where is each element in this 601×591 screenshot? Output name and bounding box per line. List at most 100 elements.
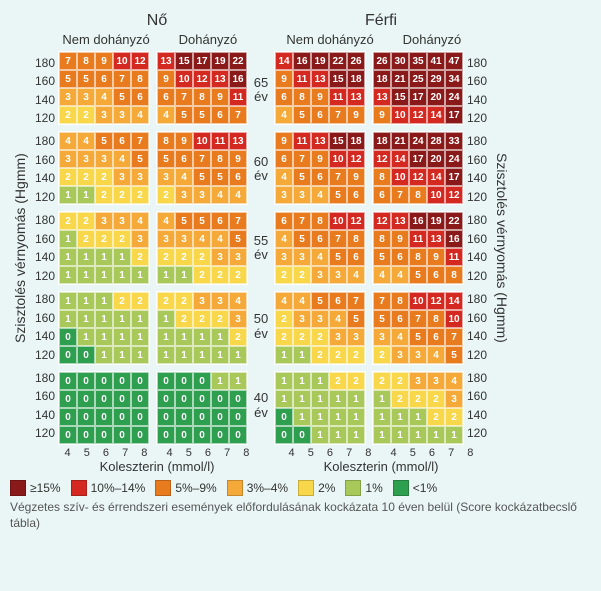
risk-cell: 12 (409, 106, 427, 124)
risk-cell: 6 (113, 132, 131, 150)
risk-cell: 4 (391, 266, 409, 284)
risk-cell: 1 (113, 310, 131, 328)
risk-cell: 2 (409, 390, 427, 408)
risk-cell: 0 (157, 390, 175, 408)
risk-cell: 1 (293, 346, 311, 364)
risk-cell: 14 (427, 106, 445, 124)
y-tick: 120 (33, 190, 55, 204)
risk-cell: 2 (275, 266, 293, 284)
risk-cell: 10 (427, 186, 445, 204)
x-tick: 4 (167, 447, 173, 459)
risk-cell: 5 (113, 88, 131, 106)
risk-cell: 1 (157, 328, 175, 346)
y-tick: 180 (467, 292, 489, 306)
risk-cell: 4 (95, 88, 113, 106)
risk-cell: 10 (193, 132, 211, 150)
risk-cell: 1 (229, 346, 247, 364)
risk-cell: 8 (311, 212, 329, 230)
risk-cell: 22 (445, 212, 463, 230)
risk-cell: 3 (95, 106, 113, 124)
risk-cell: 5 (311, 292, 329, 310)
risk-cell: 1 (95, 292, 113, 310)
risk-cell: 24 (445, 88, 463, 106)
risk-cell: 2 (293, 266, 311, 284)
legend-item: 1% (345, 480, 382, 496)
risk-cell: 4 (347, 266, 365, 284)
risk-block: 89101113567893455623344 (156, 131, 248, 205)
risk-cell: 5 (175, 106, 193, 124)
age-column: 65év60év55év50év40év (248, 51, 274, 445)
risk-cell: 7 (131, 132, 149, 150)
risk-cell: 1 (211, 346, 229, 364)
risk-cell: 10 (329, 150, 347, 168)
risk-block: 22334122231112211111 (372, 371, 464, 445)
risk-cell: 12 (373, 212, 391, 230)
risk-cell: 2 (175, 292, 193, 310)
risk-cell: 1 (157, 346, 175, 364)
risk-cell: 8 (211, 150, 229, 168)
risk-block: 44567233452223311222 (274, 291, 366, 365)
risk-cell: 13 (373, 88, 391, 106)
y-tick: 140 (467, 329, 489, 343)
risk-cell: 0 (77, 408, 95, 426)
y-tick: 140 (33, 171, 55, 185)
risk-cell: 2 (113, 292, 131, 310)
risk-cell: 5 (157, 150, 175, 168)
risk-cell: 0 (95, 426, 113, 444)
x-tick: 5 (84, 447, 90, 459)
risk-cell: 1 (59, 310, 77, 328)
age-row: 7891012556783345622334131517192291012131… (58, 51, 248, 125)
risk-cell: 18 (373, 70, 391, 88)
y-tick: 120 (467, 426, 489, 440)
legend-item: 3%–4% (227, 480, 288, 496)
risk-cell: 8 (427, 310, 445, 328)
risk-block: 131517192291012131667891145567 (156, 51, 248, 125)
risk-cell: 5 (193, 212, 211, 230)
risk-cell: 2 (95, 186, 113, 204)
risk-cell: 2 (427, 390, 445, 408)
risk-cell: 1 (311, 372, 329, 390)
age-row: 0000000000000000000000011000000000000000 (58, 371, 248, 445)
risk-cell: 2 (293, 328, 311, 346)
age-label: 50év (248, 290, 274, 364)
risk-cell: 2 (311, 328, 329, 346)
risk-cell: 10 (391, 168, 409, 186)
x-tick: 8 (365, 447, 371, 459)
risk-cell: 6 (275, 212, 293, 230)
risk-cell: 0 (175, 390, 193, 408)
risk-cell: 0 (193, 426, 211, 444)
y-tick: 160 (33, 153, 55, 167)
risk-cell: 5 (77, 70, 95, 88)
risk-cell: 2 (59, 212, 77, 230)
risk-cell: 1 (95, 328, 113, 346)
risk-cell: 0 (95, 372, 113, 390)
legend-swatch (71, 480, 87, 496)
risk-cell: 0 (229, 390, 247, 408)
risk-cell: 0 (131, 426, 149, 444)
risk-block: 45567334452223311222 (156, 211, 248, 285)
risk-cell: 3 (113, 212, 131, 230)
risk-cell: 2 (157, 292, 175, 310)
risk-cell: 5 (409, 266, 427, 284)
risk-cell: 0 (193, 408, 211, 426)
risk-cell: 11 (329, 88, 347, 106)
risk-block: 22334122231111211111 (156, 291, 248, 365)
risk-cell: 0 (113, 408, 131, 426)
y-tick: 160 (467, 232, 489, 246)
risk-cell: 14 (275, 52, 293, 70)
risk-cell: 0 (211, 390, 229, 408)
risk-cell: 0 (95, 390, 113, 408)
risk-cell: 6 (157, 88, 175, 106)
risk-cell: 1 (391, 408, 409, 426)
risk-cell: 1 (275, 390, 293, 408)
risk-cell: 6 (347, 186, 365, 204)
risk-cell: 3 (293, 248, 311, 266)
risk-cell: 3 (59, 150, 77, 168)
risk-cell: 6 (347, 248, 365, 266)
risk-cell: 0 (157, 426, 175, 444)
x-tick: 4 (289, 447, 295, 459)
risk-cell: 2 (329, 346, 347, 364)
risk-cell: 1 (59, 230, 77, 248)
risk-cell: 21 (391, 132, 409, 150)
risk-cell: 33 (445, 132, 463, 150)
